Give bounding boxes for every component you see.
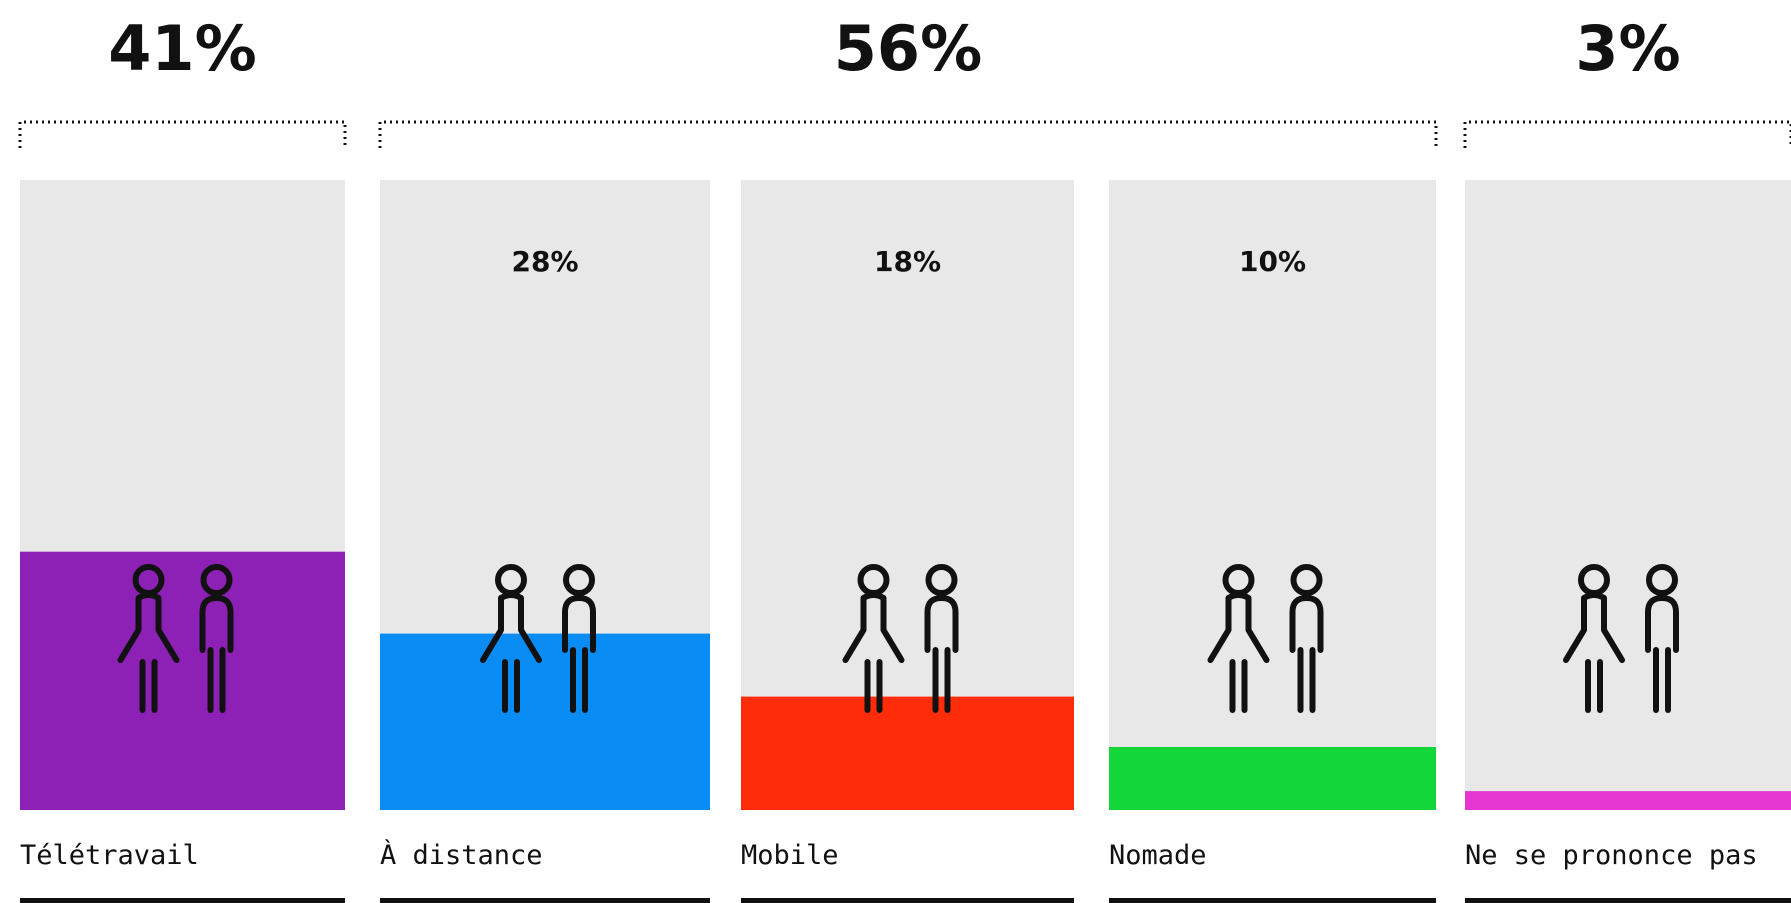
group-bracket [378,120,1438,148]
bar-track [1109,180,1436,810]
column-nomade: 10% Nomade [1109,180,1436,903]
category-label: À distance [380,839,543,871]
group-2: 3% [1463,12,1791,148]
group-percentage: 41% [108,12,256,85]
category-label: Télétravail [20,840,199,871]
bar-track [1465,180,1791,810]
baseline-bar [1109,898,1436,903]
group-headers: 41% 56% 3% [18,12,1791,148]
baseline-bar [741,898,1074,903]
bar-mobile [741,696,1074,810]
bar-nomade [1109,747,1436,810]
group-percentage: 3% [1575,12,1680,85]
column-ne-se-prononce-pas: Ne se prononce pas [1465,180,1791,903]
category-label: Nomade [1109,840,1207,871]
bar-columns: Télétravail 28% À distance 18% Mobile 10% Noma… [20,180,1791,903]
group-0: 41% [18,12,347,148]
value-label: 18% [874,245,941,278]
category-label: Mobile [741,840,839,871]
baseline-bar [20,898,345,903]
category-label: Ne se prononce pas [1465,840,1758,871]
group-percentage: 56% [834,12,982,85]
baseline-bar [380,898,710,903]
column-a-distance: 28% À distance [380,180,710,903]
column-mobile: 18% Mobile [741,180,1074,903]
value-label: 10% [1239,245,1306,278]
group-bracket [1463,120,1791,148]
group-1: 56% [378,12,1438,148]
group-bracket [18,120,347,148]
bar-teletravail [20,551,345,810]
value-label: 28% [511,245,578,278]
column-teletravail: Télétravail [20,180,345,903]
bar-ne-se-prononce-pas [1465,791,1791,810]
baseline-bar [1465,898,1791,903]
bar-a-distance [380,633,710,810]
